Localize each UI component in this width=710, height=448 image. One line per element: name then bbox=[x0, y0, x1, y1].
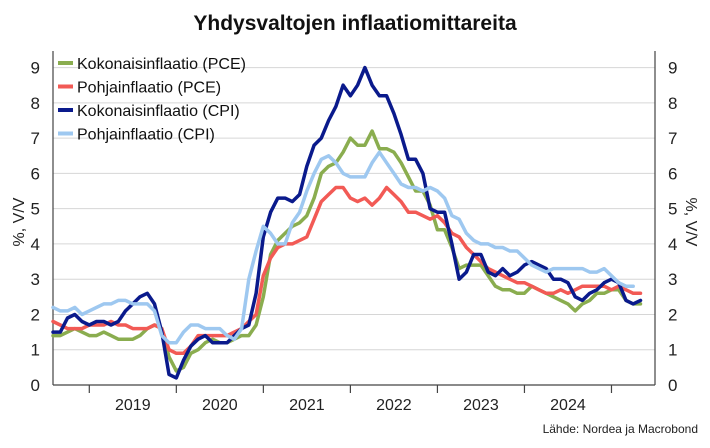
source-note: Lähde: Nordea ja Macrobond bbox=[543, 422, 698, 436]
y-axis-label-right: %, V/V bbox=[682, 198, 699, 247]
y-tick-right: 3 bbox=[668, 270, 677, 289]
grid-lines bbox=[53, 67, 655, 351]
x-tick-label: 2019 bbox=[115, 397, 151, 414]
y-tick-left: 6 bbox=[31, 164, 40, 183]
y-tick-right: 1 bbox=[668, 341, 677, 360]
y-axis-right-ticks: 0 1 2 3 4 5 6 7 8 9 bbox=[668, 59, 677, 395]
legend-label: Kokonaisinflaatio (PCE) bbox=[77, 56, 246, 73]
legend-label: Pohjainflaatio (CPI) bbox=[77, 127, 215, 144]
x-tick-label: 2022 bbox=[376, 397, 412, 414]
y-tick-left: 7 bbox=[31, 129, 40, 148]
x-tick-label: 2024 bbox=[550, 397, 586, 414]
y-tick-left: 2 bbox=[31, 305, 40, 324]
y-tick-left: 1 bbox=[31, 341, 40, 360]
y-tick-left: 3 bbox=[31, 270, 40, 289]
x-tick-label: 2021 bbox=[289, 397, 325, 414]
y-tick-right: 4 bbox=[668, 235, 677, 254]
y-tick-left: 0 bbox=[31, 376, 40, 395]
y-tick-left: 8 bbox=[31, 94, 40, 113]
y-tick-right: 6 bbox=[668, 164, 677, 183]
series-lines bbox=[51, 65, 643, 380]
y-axis-left-ticks: 0 1 2 3 4 5 6 7 8 9 bbox=[31, 59, 40, 395]
y-tick-left: 5 bbox=[31, 200, 40, 219]
y-tick-right: 2 bbox=[668, 305, 677, 324]
x-axis: 2019 2020 2021 2022 2023 2024 bbox=[52, 51, 656, 414]
y-tick-right: 8 bbox=[668, 94, 677, 113]
series-line-1 bbox=[51, 129, 643, 373]
chart-title: Yhdysvaltojen inflaatiomittareita bbox=[193, 12, 517, 35]
y-tick-left: 4 bbox=[31, 235, 40, 254]
legend-label: Kokonaisinflaatio (CPI) bbox=[77, 103, 240, 120]
legend: Kokonaisinflaatio (PCE) Pohjainflaatio (P… bbox=[58, 56, 246, 144]
series-line-3 bbox=[51, 65, 643, 380]
legend-label: Pohjainflaatio (PCE) bbox=[77, 80, 221, 97]
y-tick-right: 5 bbox=[668, 200, 677, 219]
y-tick-left: 9 bbox=[31, 59, 40, 78]
y-tick-right: 9 bbox=[668, 59, 677, 78]
y-tick-right: 7 bbox=[668, 129, 677, 148]
x-tick-label: 2023 bbox=[463, 397, 499, 414]
series-line-2 bbox=[51, 185, 643, 356]
x-tick-label: 2020 bbox=[202, 397, 238, 414]
y-axis-label-left: %, V/V bbox=[11, 197, 28, 246]
y-tick-right: 0 bbox=[668, 376, 677, 395]
series-line-4 bbox=[51, 150, 635, 345]
